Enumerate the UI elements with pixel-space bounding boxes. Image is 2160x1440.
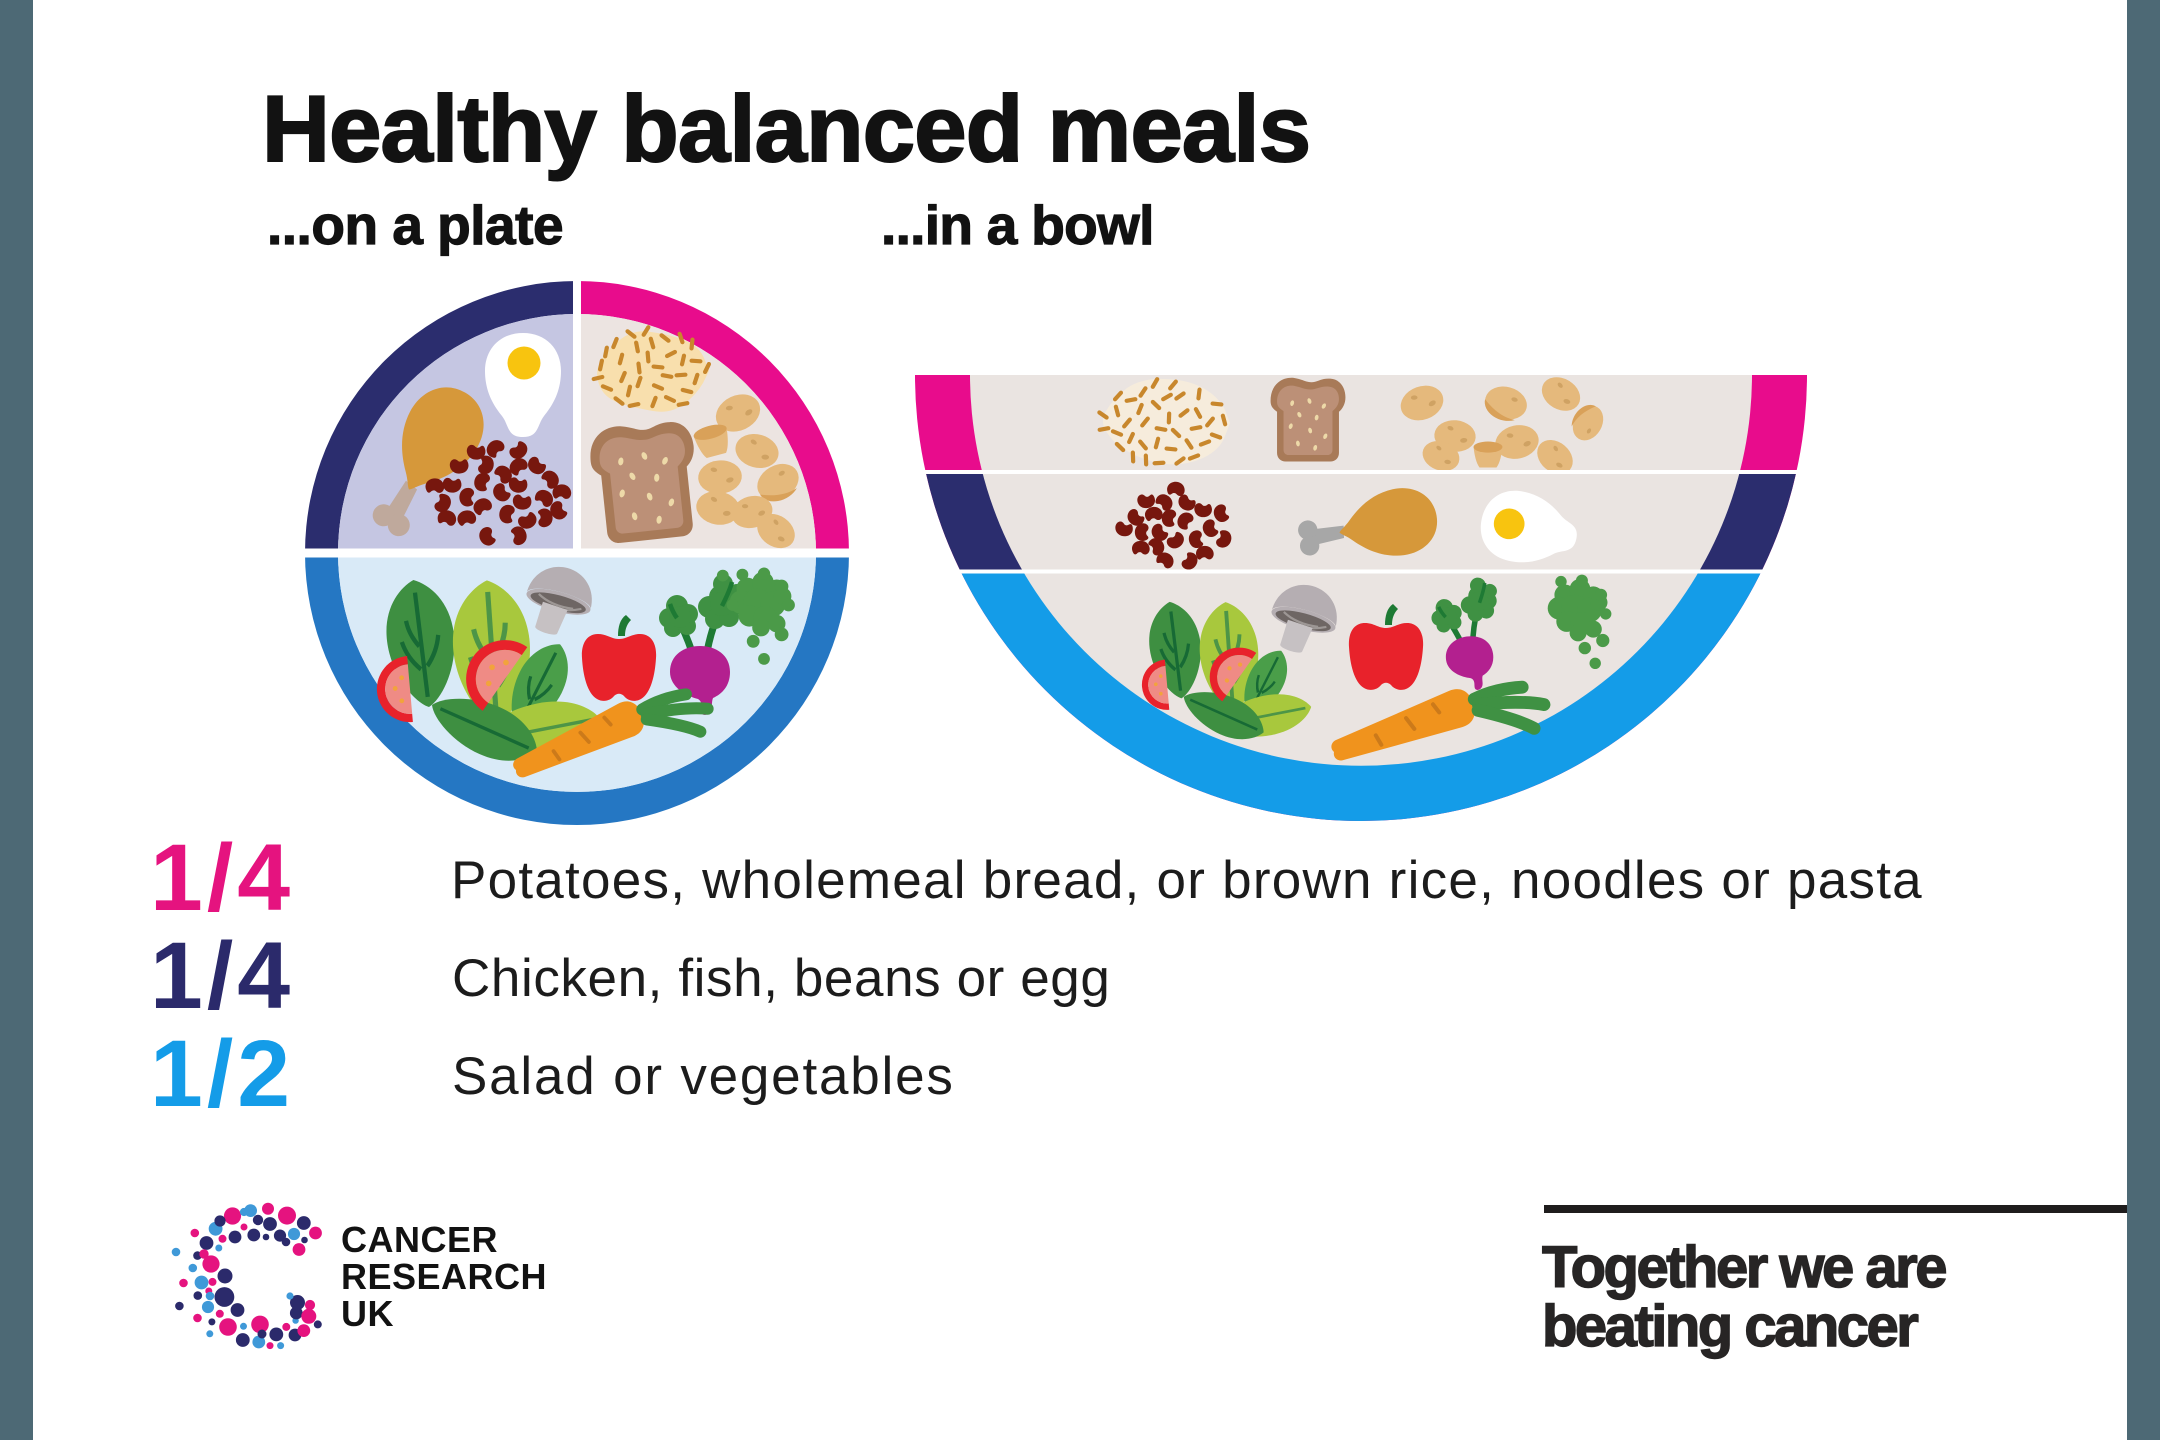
svg-text:Together we are: Together we are xyxy=(1542,1235,1946,1300)
svg-text:CANCER: CANCER xyxy=(341,1219,498,1260)
svg-text:...in a bowl: ...in a bowl xyxy=(881,194,1154,256)
svg-text:1/4: 1/4 xyxy=(150,923,294,1029)
svg-text:Potatoes, wholemeal bread, or: Potatoes, wholemeal bread, or brown rice… xyxy=(451,851,1923,910)
svg-text:Chicken, fish, beans or egg: Chicken, fish, beans or egg xyxy=(452,949,1110,1008)
svg-text:Healthy balanced meals: Healthy balanced meals xyxy=(262,76,1310,181)
svg-text:RESEARCH: RESEARCH xyxy=(341,1256,547,1297)
svg-text:UK: UK xyxy=(341,1293,394,1334)
svg-text:Salad or vegetables: Salad or vegetables xyxy=(452,1047,955,1106)
svg-text:beating cancer: beating cancer xyxy=(1542,1294,1918,1359)
svg-text:...on a plate: ...on a plate xyxy=(267,194,563,256)
svg-text:1/4: 1/4 xyxy=(150,825,294,931)
svg-text:1/2: 1/2 xyxy=(150,1021,294,1127)
